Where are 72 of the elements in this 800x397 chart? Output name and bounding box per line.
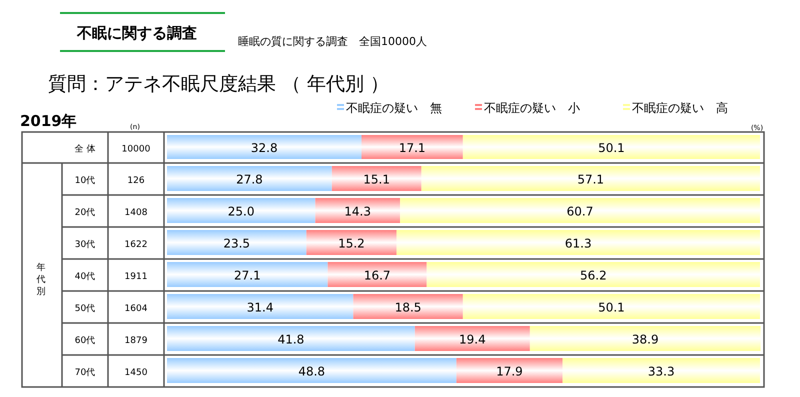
legend-label: 不眠症の疑い 高 — [632, 101, 728, 115]
text: 2019年 — [20, 112, 77, 130]
text: 質問：アテネ不眠尺度結果 （ 年代別 ） — [48, 73, 390, 95]
bar — [167, 294, 354, 319]
bar — [414, 326, 530, 351]
y2-tick-label: 10000 — [122, 144, 151, 154]
bar — [167, 135, 362, 159]
bar — [167, 230, 306, 255]
bar — [562, 358, 760, 383]
data-label: 15.1 — [363, 172, 390, 186]
y2-tick-label: 1622 — [124, 240, 148, 250]
data-label: 50.1 — [598, 141, 625, 155]
y-tick-label: 10代 — [74, 175, 96, 186]
data-label: 41.8 — [278, 332, 304, 346]
text: 年代別 — [36, 262, 46, 297]
bar — [167, 262, 328, 287]
bar — [462, 135, 760, 159]
chart-title: 不眠に関する調査 — [76, 24, 197, 42]
data-label: 33.3 — [648, 364, 675, 378]
data-label: 57.1 — [577, 172, 604, 186]
data-label: 38.9 — [632, 332, 659, 346]
y2-tick-label: 1604 — [124, 304, 148, 314]
data-label: 16.7 — [364, 268, 391, 282]
data-label: 61.3 — [564, 236, 592, 250]
data-label: 17.9 — [496, 364, 523, 378]
y-tick-label: 70代 — [74, 367, 96, 378]
data-label: 23.5 — [223, 236, 250, 250]
data-label: 56.2 — [580, 268, 607, 282]
chart-subtitle: 睡眠の質に関する調査 全国10000人 — [238, 35, 427, 48]
bar — [396, 230, 760, 255]
y2-tick-label: 1911 — [124, 272, 148, 282]
data-label: 50.1 — [598, 300, 625, 314]
y2-tick-label: 1879 — [124, 336, 148, 346]
y-tick-label: 全 体 — [74, 144, 96, 154]
data-label: 32.8 — [250, 141, 278, 155]
bar — [426, 262, 760, 287]
bar — [530, 326, 761, 351]
data-label: 18.5 — [394, 300, 422, 314]
bar — [400, 198, 760, 223]
bar — [306, 230, 396, 255]
data-label: 60.7 — [566, 204, 594, 218]
legend-label: 不眠症の疑い 無 — [346, 101, 442, 115]
y2-tick-label: 1408 — [124, 208, 148, 218]
y2-tick-label: 126 — [127, 176, 145, 186]
data-label: 25.0 — [228, 204, 254, 218]
y-tick-label: 50代 — [74, 303, 96, 314]
data-label: 31.4 — [246, 300, 274, 314]
legend-label: 不眠症の疑い 小 — [484, 101, 580, 115]
bar — [167, 326, 415, 351]
bar — [421, 166, 760, 191]
y-tick-label: 30代 — [74, 239, 96, 250]
data-label: 48.8 — [298, 364, 326, 378]
bar — [462, 294, 760, 319]
data-label: 17.1 — [398, 141, 426, 155]
bar — [315, 198, 400, 223]
y-tick-label: 20代 — [74, 207, 96, 218]
bar — [332, 166, 422, 191]
bar — [167, 358, 456, 383]
data-label: 19.4 — [459, 332, 486, 346]
bar — [456, 358, 563, 383]
bar — [167, 198, 316, 223]
bar — [362, 135, 463, 159]
data-label: 27.8 — [236, 172, 263, 186]
y2-tick-label: 1450 — [124, 368, 148, 378]
data-label: 27.1 — [234, 268, 261, 282]
y-tick-label: 60代 — [74, 335, 96, 346]
data-label: 14.3 — [344, 204, 372, 218]
data-label: 15.2 — [338, 236, 365, 250]
bar — [353, 294, 463, 319]
bar — [328, 262, 427, 287]
bar — [167, 166, 332, 191]
y-tick-label: 40代 — [74, 271, 96, 282]
